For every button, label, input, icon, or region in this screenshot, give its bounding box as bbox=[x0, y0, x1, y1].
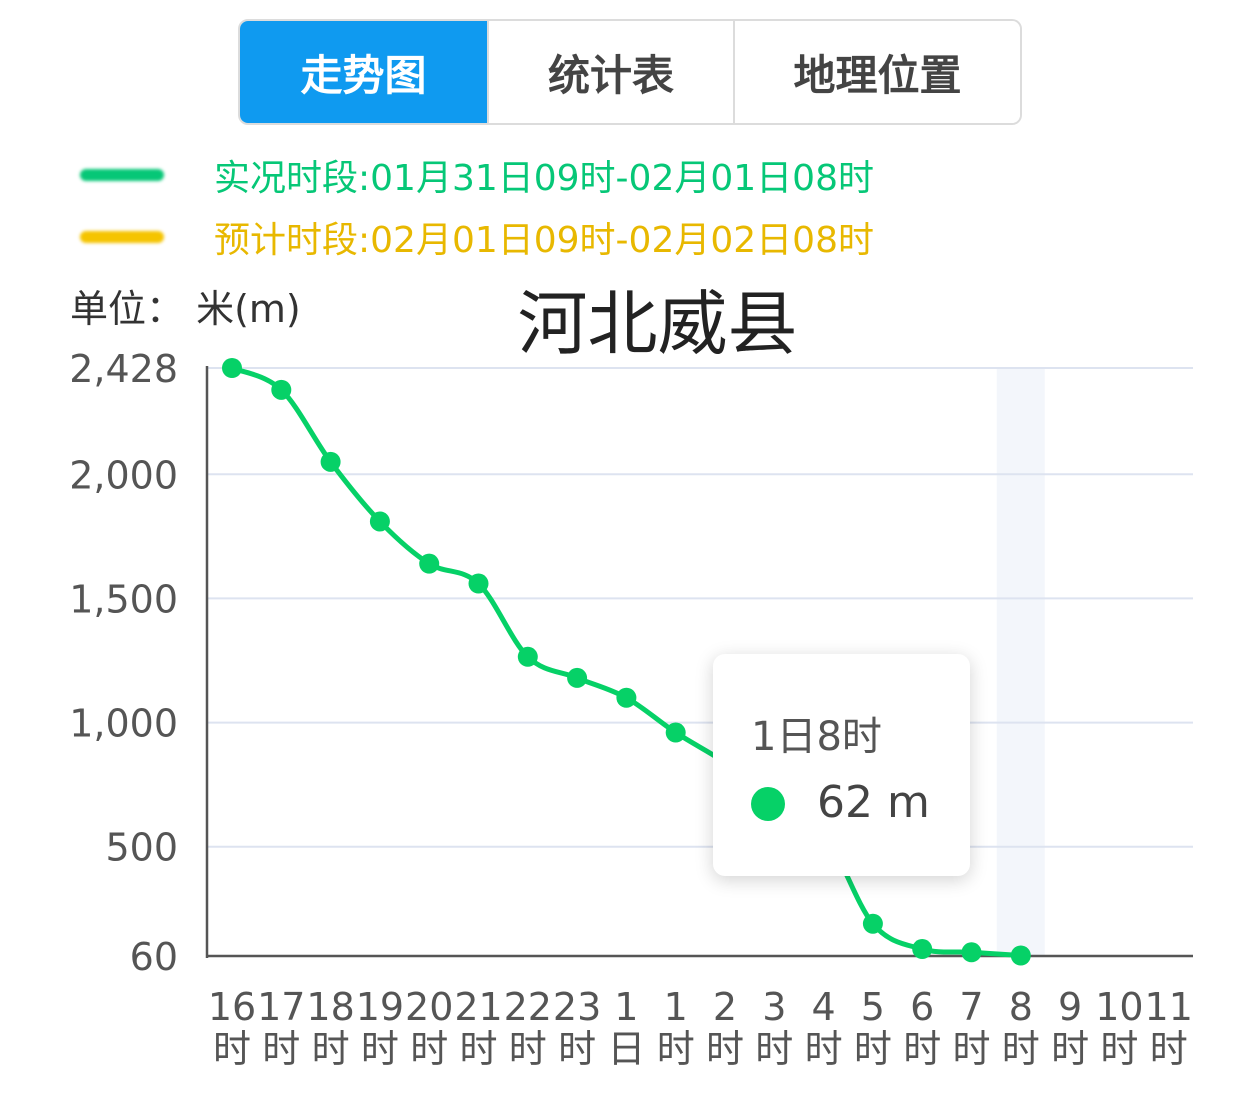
y-tick-label: 2,000 bbox=[69, 453, 178, 497]
x-tick-label: 3 bbox=[762, 985, 786, 1029]
x-tick-label: 时 bbox=[657, 1027, 695, 1071]
x-tick-label: 16 bbox=[208, 985, 256, 1029]
tooltip-time: 1日8时 bbox=[751, 714, 882, 760]
legend-forecast-text: 预计时段:02月01日09时-02月02日08时 bbox=[214, 220, 874, 261]
x-tick-label: 21 bbox=[454, 985, 502, 1029]
data-point bbox=[369, 511, 390, 532]
x-tick-label: 时 bbox=[1002, 1027, 1040, 1071]
y-tick-label: 60 bbox=[130, 935, 178, 979]
x-tick-label: 10 bbox=[1095, 985, 1143, 1029]
x-tick-label: 5 bbox=[861, 985, 885, 1029]
tab-location[interactable]: 地理位置 bbox=[733, 21, 1020, 123]
data-point bbox=[616, 687, 637, 708]
y-tick-label: 1,000 bbox=[69, 702, 178, 746]
x-tick-label: 时 bbox=[361, 1027, 399, 1071]
x-tick-label: 1 bbox=[664, 985, 688, 1029]
x-tick-label: 时 bbox=[262, 1027, 300, 1071]
y-tick-label: 1,500 bbox=[69, 577, 178, 621]
x-tick-label: 9 bbox=[1058, 985, 1082, 1029]
data-point bbox=[912, 939, 933, 960]
x-tick-label: 23 bbox=[553, 985, 601, 1029]
x-tick-label: 11 bbox=[1145, 985, 1193, 1029]
data-point bbox=[665, 722, 686, 743]
x-tick-label: 时 bbox=[312, 1027, 350, 1071]
tooltip: 1日8时 62 m bbox=[713, 654, 970, 876]
data-point bbox=[1010, 945, 1031, 966]
data-point bbox=[419, 553, 440, 574]
x-tick-label: 22 bbox=[504, 985, 552, 1029]
x-tick-label: 1 bbox=[614, 985, 638, 1029]
data-point bbox=[320, 451, 341, 472]
x-tick-label: 时 bbox=[854, 1027, 892, 1071]
x-tick-label: 20 bbox=[405, 985, 453, 1029]
unit-label: 单位： 米(m) bbox=[70, 287, 301, 331]
x-tick-label: 6 bbox=[910, 985, 934, 1029]
data-point bbox=[517, 646, 538, 667]
x-tick-label: 时 bbox=[410, 1027, 448, 1071]
legend-observed-swatch bbox=[80, 169, 164, 181]
tab-bar: 走势图 统计表 地理位置 bbox=[238, 19, 1022, 125]
tooltip-value: 62 m bbox=[817, 777, 930, 828]
highlight-band bbox=[996, 368, 1045, 956]
tab-statistics[interactable]: 统计表 bbox=[487, 21, 733, 123]
data-point bbox=[271, 379, 292, 400]
tab-trend[interactable]: 走势图 bbox=[240, 21, 487, 123]
data-point bbox=[961, 942, 982, 963]
x-tick-label: 18 bbox=[306, 985, 354, 1029]
tooltip-series-dot bbox=[751, 787, 785, 821]
x-tick-label: 7 bbox=[959, 985, 983, 1029]
x-tick-label: 时 bbox=[706, 1027, 744, 1071]
legend-observed-text: 实况时段:01月31日09时-02月01日08时 bbox=[214, 158, 874, 199]
x-tick-label: 时 bbox=[1150, 1027, 1188, 1071]
x-tick-label: 时 bbox=[903, 1027, 941, 1071]
x-tick-label: 时 bbox=[952, 1027, 990, 1071]
x-tick-label: 时 bbox=[1051, 1027, 1089, 1071]
x-tick-label: 时 bbox=[213, 1027, 251, 1071]
data-point bbox=[468, 573, 489, 594]
data-point bbox=[222, 358, 242, 378]
legend-forecast-swatch bbox=[80, 231, 164, 243]
x-tick-label: 时 bbox=[1100, 1027, 1138, 1071]
legend-forecast: 预计时段:02月01日09时-02月02日08时 bbox=[80, 212, 874, 262]
x-tick-label: 时 bbox=[805, 1027, 843, 1071]
data-point bbox=[567, 667, 588, 688]
chart-title: 河北威县 bbox=[517, 283, 798, 365]
x-tick-label: 时 bbox=[558, 1027, 596, 1071]
legend-observed: 实况时段:01月31日09时-02月01日08时 bbox=[80, 150, 874, 200]
x-tick-label: 19 bbox=[356, 985, 404, 1029]
x-tick-label: 2 bbox=[713, 985, 737, 1029]
x-tick-label: 17 bbox=[257, 985, 305, 1029]
x-tick-label: 日 bbox=[607, 1027, 645, 1071]
y-tick-label: 2,428 bbox=[69, 347, 178, 391]
x-tick-label: 时 bbox=[755, 1027, 793, 1071]
x-tick-label: 4 bbox=[812, 985, 836, 1029]
x-tick-label: 时 bbox=[459, 1027, 497, 1071]
data-point bbox=[862, 913, 883, 934]
x-tick-label: 时 bbox=[509, 1027, 547, 1071]
x-tick-label: 8 bbox=[1009, 985, 1033, 1029]
y-tick-label: 500 bbox=[105, 826, 178, 870]
